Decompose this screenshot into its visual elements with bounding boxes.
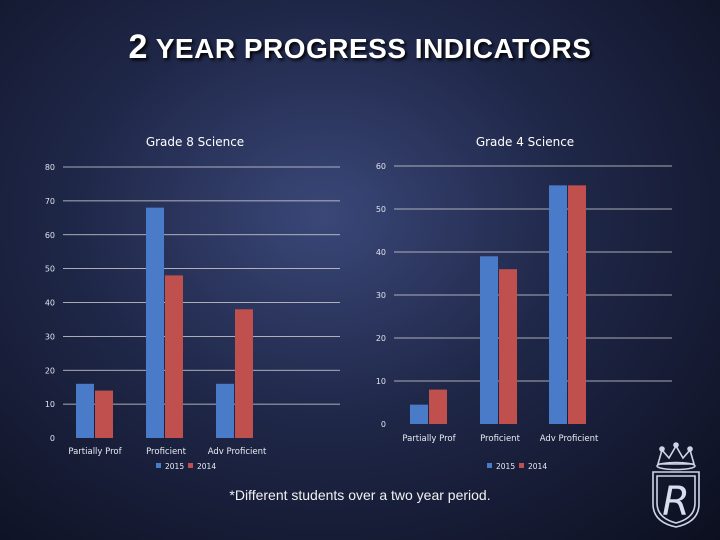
grade4-chart: Grade 4 Science 0 10 20 30 40 50 60 Partially Pr…: [376, 135, 672, 471]
y-tick-label: 20: [376, 334, 386, 343]
bar-2015-1: [146, 207, 164, 438]
bar-2014-0: [429, 389, 447, 424]
y-tick-label: 10: [45, 400, 55, 409]
y-tick-label: 70: [45, 197, 55, 206]
bar-2015-0: [410, 404, 428, 424]
bar-2014-0: [95, 390, 113, 438]
x-category-label: Adv Proficient: [540, 434, 599, 444]
legend-swatch-2015: [156, 463, 161, 468]
y-tick-label: 50: [45, 265, 55, 274]
y-tick-label: 0: [381, 420, 386, 429]
title-text: YEAR PROGRESS INDICATORS: [155, 33, 592, 64]
x-category-label: Partially Prof: [402, 434, 456, 444]
slide-title: 2 YEAR PROGRESS INDICATORS: [0, 28, 720, 67]
chart-title: Grade 8 Science: [146, 135, 244, 149]
x-category-label: Partially Prof: [68, 447, 122, 457]
y-tick-label: 50: [376, 205, 386, 214]
legend-swatch-2015: [487, 463, 492, 468]
legend-swatch-2014: [519, 463, 524, 468]
bar-2015-2: [216, 383, 234, 438]
grade8-chart: Grade 8 Science 0 10 20 30 40 50 60 70 80 Partiall…: [45, 135, 340, 471]
footnote: *Different students over a two year peri…: [229, 487, 491, 503]
bar-2015-0: [76, 383, 94, 438]
legend-label-2014: 2014: [528, 462, 547, 471]
legend-label-2014: 2014: [197, 462, 216, 471]
y-tick-label: 0: [50, 434, 55, 443]
y-tick-label: 80: [45, 163, 55, 172]
bar-2015-1: [480, 256, 498, 424]
bar-2014-1: [499, 269, 517, 424]
bar-2014-2: [568, 185, 586, 424]
y-tick-label: 20: [45, 366, 55, 375]
y-tick-label: 40: [376, 248, 386, 257]
logo-letter: R: [662, 479, 690, 525]
y-tick-label: 30: [45, 332, 55, 341]
y-tick-label: 10: [376, 377, 386, 386]
legend-swatch-2014: [188, 463, 193, 468]
y-tick-label: 60: [45, 231, 55, 240]
y-tick-label: 30: [376, 291, 386, 300]
legend-label-2015: 2015: [165, 462, 184, 471]
legend-label-2015: 2015: [496, 462, 515, 471]
y-tick-label: 60: [376, 162, 386, 171]
y-tick-label: 40: [45, 299, 55, 308]
title-number: 2: [128, 28, 148, 66]
bar-2014-2: [235, 309, 253, 438]
chart-title: Grade 4 Science: [476, 135, 574, 149]
bar-2014-1: [165, 275, 183, 438]
x-category-label: Proficient: [146, 447, 186, 457]
x-category-label: Adv Proficient: [208, 447, 267, 457]
crown-crest-icon: R: [652, 442, 700, 528]
bar-2015-2: [549, 185, 567, 424]
x-category-label: Proficient: [480, 434, 520, 444]
